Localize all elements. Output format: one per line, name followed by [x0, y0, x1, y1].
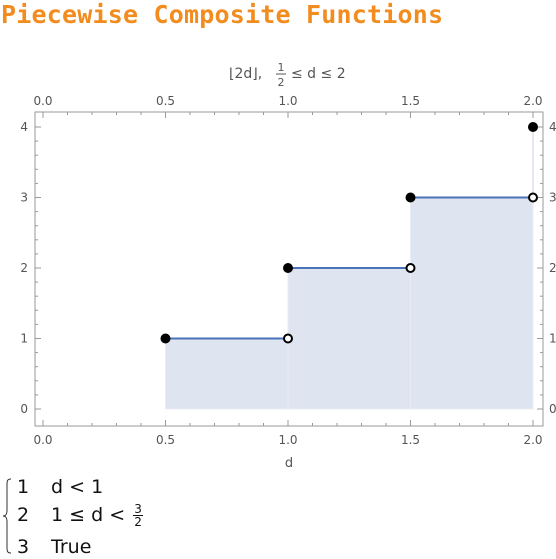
- closed-point-1: [160, 333, 171, 344]
- fraction-numerator: 3: [133, 502, 143, 516]
- piecewise-condition-1: d < 1: [51, 476, 104, 498]
- title-fraction-denominator: 2: [278, 76, 285, 89]
- x-tick-label-top-0: 0.0: [33, 94, 52, 108]
- step-segments: [165, 196, 533, 340]
- piecewise-value-2: 2: [17, 504, 30, 526]
- y-tick-label-left-1: 1: [20, 332, 28, 346]
- piecewise-value-3: 3: [17, 536, 30, 558]
- piecewise-value-1: 1: [17, 476, 30, 498]
- piecewise-fraction: 3 2: [133, 503, 143, 528]
- x-axis-label: d: [285, 456, 293, 470]
- closed-point-2: [283, 263, 293, 273]
- y-tick-label-right-2: 2: [549, 261, 556, 275]
- area-fills: [165, 127, 534, 410]
- x-tick-label-bottom-3: 1.5: [401, 433, 420, 447]
- open-point-3: [528, 192, 538, 203]
- y-tick-label-left-3: 3: [20, 191, 28, 205]
- x-tick-label-top-4: 2.0: [523, 94, 542, 108]
- closed-point-4: [528, 122, 538, 132]
- y-tick-label-right-1: 1: [549, 332, 556, 346]
- y-tick-label-left-2: 2: [20, 261, 28, 275]
- y-tick-label-right-3: 3: [549, 191, 556, 205]
- x-tick-label-bottom-4: 2.0: [523, 433, 542, 447]
- piecewise-definition: 1 d < 1 2 1 ≤ d < 3 2 3 True: [0, 470, 200, 559]
- area-fill-3: [410, 197, 534, 410]
- fraction-denominator: 2: [134, 515, 142, 529]
- axis-ticks: 0.0 0.0 0.5 0.5 1.0 1.0 1.5 1.5 2.0 2.0 0 0 1 1 2 2 3 3 4 4: [20, 94, 556, 447]
- x-tick-label-top-3: 1.5: [401, 94, 420, 108]
- piecewise-condition-2: 1 ≤ d <: [51, 504, 126, 526]
- open-point-1: [283, 333, 293, 344]
- y-tick-label-right-4: 4: [549, 120, 556, 134]
- y-tick-label-left-0: 0: [20, 402, 28, 416]
- x-tick-label-top-2: 1.0: [278, 94, 297, 108]
- title-fraction-numerator: 1: [278, 61, 285, 74]
- piecewise-row-2: 2 1 ≤ d < 3 2: [17, 503, 143, 528]
- left-brace: [2, 478, 12, 554]
- area-fill-1: [165, 338, 289, 410]
- piecewise-row-1: 1 d < 1: [17, 476, 103, 498]
- plot-frame: [34, 111, 544, 427]
- title-range: ≤ d ≤ 2: [291, 66, 346, 82]
- piecewise-condition-3: True: [51, 536, 92, 558]
- page-heading: Piecewise Composite Functions: [1, 0, 444, 29]
- closed-point-3: [405, 192, 416, 203]
- step-points: 1 2 ≤ d ≤ 2: [160, 61, 538, 344]
- piecewise-row-3: 3 True: [17, 536, 91, 558]
- x-tick-label-bottom-1: 0.5: [156, 433, 175, 447]
- y-tick-label-left-4: 4: [20, 120, 28, 134]
- x-tick-label-top-1: 0.5: [156, 94, 175, 108]
- x-tick-label-bottom-2: 1.0: [278, 433, 297, 447]
- open-point-2: [405, 263, 416, 273]
- x-tick-label-bottom-0: 0.0: [33, 433, 52, 447]
- step-function-chart: 0.0 0.0 0.5 0.5 1.0 1.0 1.5 1.5 2.0 2.0 0 0 1 1 2 2 3 3 4 4…: [20, 61, 556, 470]
- y-tick-label-right-0: 0: [549, 402, 556, 416]
- area-fill-2: [287, 267, 411, 410]
- chart-title: ⌊2d⌋,: [229, 66, 262, 82]
